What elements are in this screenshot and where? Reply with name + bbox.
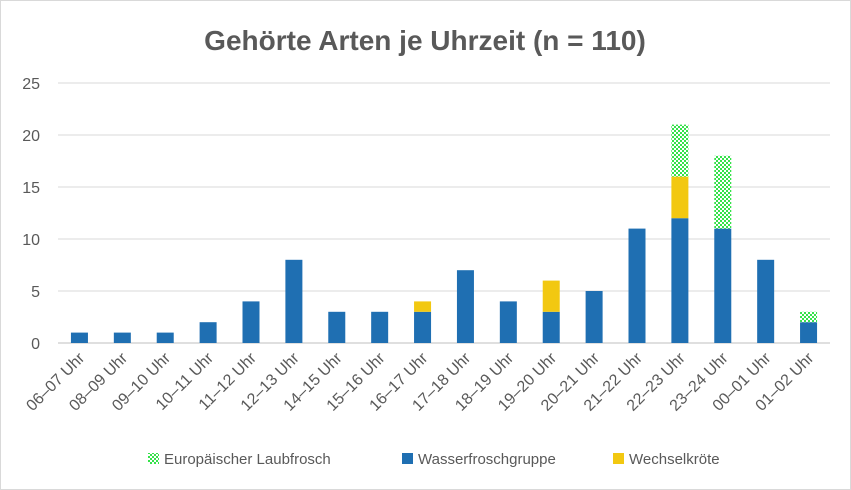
bar-segment — [414, 311, 432, 343]
bar-segment — [70, 332, 88, 343]
grid-lines — [58, 82, 830, 344]
bar-segment — [714, 228, 732, 343]
y-tick-label: 15 — [22, 180, 40, 197]
legend: Europäischer Laubfrosch Wasserfroschgrupp… — [148, 451, 720, 468]
legend-label: Wasserfroschgruppe — [418, 451, 556, 468]
bar-segment — [156, 332, 174, 343]
bar-segment — [800, 322, 818, 343]
bar-segment — [414, 301, 432, 312]
bar-segment — [242, 301, 260, 343]
y-tick-label: 0 — [31, 336, 40, 353]
y-tick-label: 20 — [22, 128, 40, 145]
legend-swatch — [148, 453, 159, 464]
y-tick-label: 25 — [22, 76, 40, 93]
bar-segment — [285, 259, 303, 343]
legend-swatch — [613, 453, 624, 464]
legend-swatch — [402, 453, 413, 464]
y-axis-ticks: 0 5 10 15 20 25 — [22, 76, 40, 353]
bar-segment — [671, 176, 689, 219]
bar-segment — [585, 291, 603, 343]
bar-segment — [671, 124, 689, 177]
bar-segment — [371, 311, 389, 343]
bar-segment — [113, 332, 131, 343]
bars — [70, 124, 818, 343]
y-tick-label: 5 — [31, 284, 40, 301]
legend-label: Europäischer Laubfrosch — [164, 451, 331, 468]
legend-label: Wechselkröte — [629, 451, 720, 468]
bar-segment — [800, 311, 818, 323]
bar-segment — [714, 155, 732, 229]
y-tick-label: 10 — [22, 232, 40, 249]
bar-segment — [199, 322, 217, 343]
bar-segment — [456, 270, 474, 343]
bar-segment — [542, 280, 560, 312]
bar-segment — [499, 301, 517, 343]
chart-title: Gehörte Arten je Uhrzeit (n = 110) — [204, 25, 646, 56]
bar-segment — [757, 259, 775, 343]
bar-segment — [542, 311, 560, 343]
bar-segment — [671, 218, 689, 343]
bar-segment — [328, 311, 346, 343]
bar-segment — [628, 228, 646, 343]
